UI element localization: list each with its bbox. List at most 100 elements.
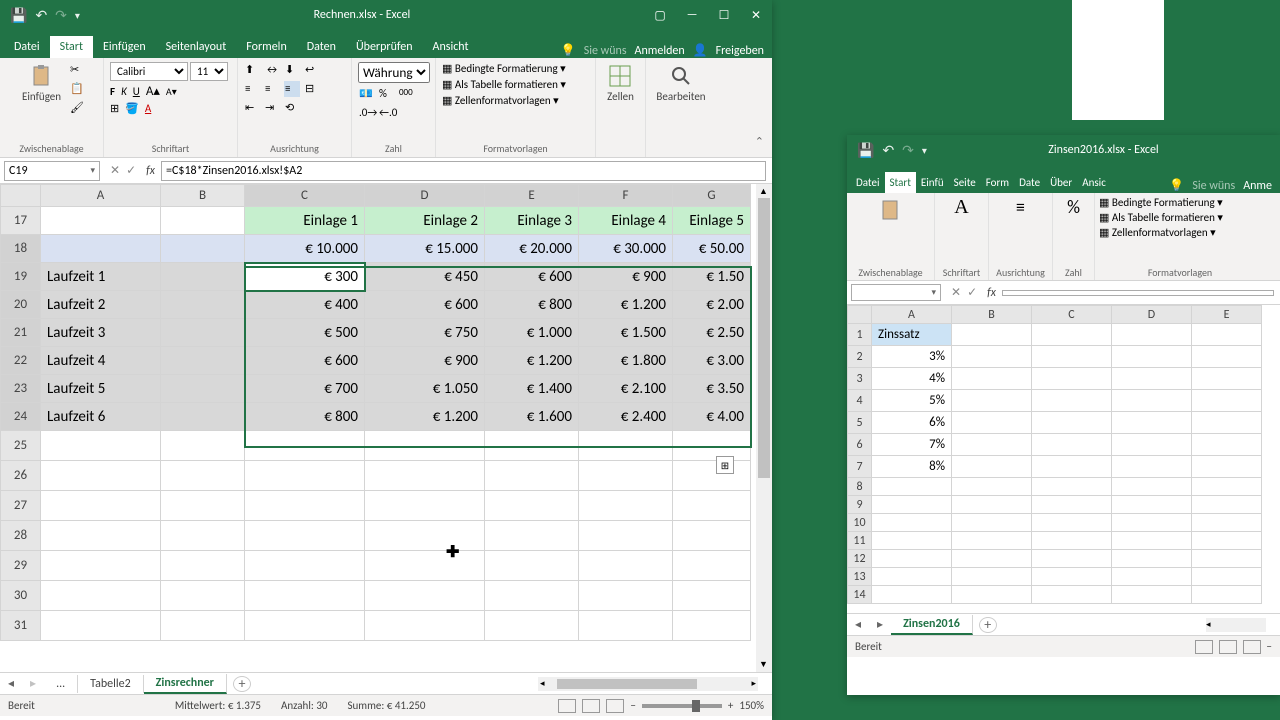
- cell[interactable]: € 600: [365, 291, 485, 319]
- cell[interactable]: € 1.500: [579, 319, 673, 347]
- cell[interactable]: [245, 491, 365, 521]
- cell[interactable]: € 2.00: [673, 291, 751, 319]
- cell[interactable]: [1192, 514, 1262, 532]
- cell[interactable]: € 15.000: [365, 235, 485, 263]
- cell[interactable]: [41, 611, 161, 641]
- tab-start[interactable]: Start: [50, 36, 93, 58]
- cell[interactable]: Einlage 2: [365, 207, 485, 235]
- cell[interactable]: [485, 521, 579, 551]
- sheet-nav-next-icon[interactable]: ▸: [869, 617, 891, 632]
- view-normal-icon[interactable]: [558, 699, 576, 713]
- cell[interactable]: [245, 551, 365, 581]
- cell[interactable]: € 2.400: [579, 403, 673, 431]
- horizontal-scrollbar[interactable]: ◂ ▸: [538, 677, 758, 691]
- cell[interactable]: [161, 551, 245, 581]
- sheet-grid[interactable]: ABCDEFG17Einlage 1Einlage 2Einlage 3Einl…: [0, 184, 772, 672]
- cell[interactable]: [1192, 390, 1262, 412]
- cell[interactable]: [1032, 390, 1112, 412]
- row-header[interactable]: 29: [1, 551, 41, 581]
- cell[interactable]: [485, 581, 579, 611]
- cell[interactable]: Einlage 4: [579, 207, 673, 235]
- tab-ueberpruefen[interactable]: Überprüfen: [346, 36, 423, 58]
- cell[interactable]: [673, 521, 751, 551]
- tab2-ueberpruefen[interactable]: Über: [1045, 172, 1077, 193]
- row-header[interactable]: 24: [1, 403, 41, 431]
- close-icon[interactable]: ✕: [740, 0, 772, 30]
- col-header[interactable]: G: [673, 185, 751, 207]
- tellme-text2[interactable]: Sie wüns: [1192, 179, 1235, 193]
- cell[interactable]: [1112, 496, 1192, 514]
- cell[interactable]: [872, 550, 952, 568]
- cell[interactable]: € 4.00: [673, 403, 751, 431]
- cell[interactable]: [1032, 368, 1112, 390]
- cell[interactable]: [1192, 568, 1262, 586]
- tellme-text[interactable]: Sie wüns: [584, 44, 627, 58]
- cell[interactable]: € 2.100: [579, 375, 673, 403]
- cond-format-button2[interactable]: ▦ Bedingte Formatierung ▾: [1099, 196, 1223, 209]
- cell[interactable]: [1112, 514, 1192, 532]
- col-header[interactable]: F: [579, 185, 673, 207]
- vertical-scrollbar[interactable]: ▲ ▼: [756, 184, 772, 672]
- cell[interactable]: [161, 403, 245, 431]
- cell[interactable]: [872, 496, 952, 514]
- cell[interactable]: [673, 611, 751, 641]
- align-center-icon[interactable]: ≡: [264, 81, 280, 97]
- row-header[interactable]: 14: [848, 586, 872, 604]
- cell[interactable]: 6%: [872, 412, 952, 434]
- cell[interactable]: [579, 611, 673, 641]
- cell[interactable]: Laufzeit 3: [41, 319, 161, 347]
- align-top-icon[interactable]: ⬆: [244, 62, 260, 78]
- cell[interactable]: [1112, 586, 1192, 604]
- cell[interactable]: € 1.050: [365, 375, 485, 403]
- cell[interactable]: € 900: [579, 263, 673, 291]
- underline-button[interactable]: U: [133, 85, 140, 98]
- cell[interactable]: [1032, 324, 1112, 346]
- sheet-grid2[interactable]: ABCDE1Zinssatz23%34%45%56%67%78%89101112…: [847, 305, 1280, 613]
- cell[interactable]: [1112, 324, 1192, 346]
- cell[interactable]: [673, 431, 751, 461]
- cells-button[interactable]: Zellen: [603, 62, 638, 105]
- col-header[interactable]: B: [161, 185, 245, 207]
- align-left-icon[interactable]: ≡: [244, 81, 260, 97]
- align-icon[interactable]: ≡: [1016, 196, 1025, 218]
- cell[interactable]: € 1.200: [579, 291, 673, 319]
- row-header[interactable]: 21: [1, 319, 41, 347]
- cell[interactable]: [952, 390, 1032, 412]
- share-button[interactable]: Freigeben: [716, 44, 764, 58]
- col-header[interactable]: E: [1192, 306, 1262, 324]
- add-sheet-icon[interactable]: +: [233, 676, 251, 692]
- cell[interactable]: [365, 491, 485, 521]
- cell[interactable]: 7%: [872, 434, 952, 456]
- undo-icon[interactable]: ↶: [882, 142, 894, 159]
- row-header[interactable]: 9: [848, 496, 872, 514]
- bold-button[interactable]: F: [110, 85, 115, 98]
- cell[interactable]: [1032, 568, 1112, 586]
- cell[interactable]: € 700: [245, 375, 365, 403]
- col-header[interactable]: A: [41, 185, 161, 207]
- col-header[interactable]: A: [872, 306, 952, 324]
- cell[interactable]: [161, 263, 245, 291]
- font-grow-icon[interactable]: A▴: [146, 84, 160, 99]
- cell[interactable]: € 1.200: [365, 403, 485, 431]
- cell[interactable]: [952, 412, 1032, 434]
- cell[interactable]: [41, 207, 161, 235]
- format-table-button2[interactable]: ▦ Als Tabelle formatieren ▾: [1099, 211, 1223, 224]
- cell[interactable]: [1032, 346, 1112, 368]
- sheet-tab-more[interactable]: ...: [44, 675, 78, 693]
- cell[interactable]: [485, 461, 579, 491]
- cell[interactable]: [161, 611, 245, 641]
- qat-customize-icon[interactable]: ▾: [75, 9, 80, 22]
- cell[interactable]: € 450: [365, 263, 485, 291]
- sheet-nav-next-icon[interactable]: ▸: [22, 676, 44, 691]
- ribbon-display-icon[interactable]: ▢: [644, 0, 676, 30]
- cell[interactable]: [673, 581, 751, 611]
- cell[interactable]: [952, 514, 1032, 532]
- cell[interactable]: Laufzeit 4: [41, 347, 161, 375]
- undo-icon[interactable]: ↶: [35, 7, 47, 24]
- cell[interactable]: 4%: [872, 368, 952, 390]
- cell[interactable]: [1112, 532, 1192, 550]
- cell[interactable]: [673, 551, 751, 581]
- cell[interactable]: Einlage 1: [245, 207, 365, 235]
- view-pagelayout-icon[interactable]: [1219, 640, 1237, 654]
- minimize-icon[interactable]: —: [676, 0, 708, 30]
